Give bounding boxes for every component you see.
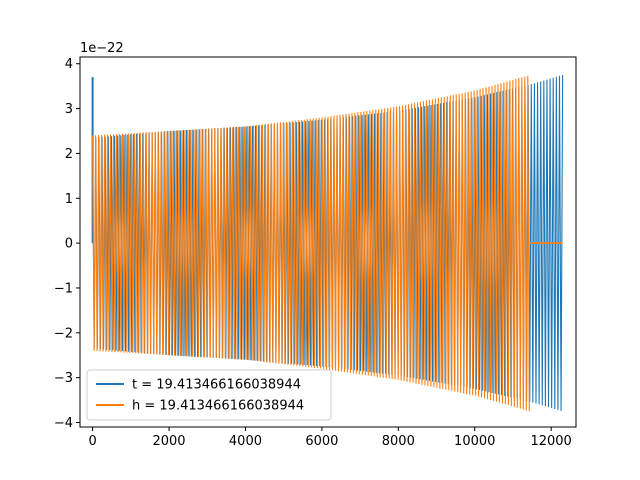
x-axis: 0 2000 4000 6000 8000 10000 12000 bbox=[88, 427, 572, 449]
x-tick-label: 8000 bbox=[382, 434, 415, 449]
legend: t = 19.413466166038944 h = 19.41346616603… bbox=[86, 369, 332, 421]
x-tick-label: 12000 bbox=[530, 434, 571, 449]
x-tick-label: 10000 bbox=[454, 434, 495, 449]
y-offset-label: 1e−22 bbox=[80, 41, 124, 56]
y-tick-label: 0 bbox=[65, 237, 73, 252]
series-line-h bbox=[92, 75, 530, 412]
y-axis: −4 −3 −2 −1 0 1 2 3 4 bbox=[54, 57, 80, 431]
plot-series bbox=[91, 74, 564, 412]
y-tick-label: −4 bbox=[54, 416, 73, 431]
y-tick-label: −2 bbox=[54, 326, 73, 341]
axes-frame bbox=[79, 56, 577, 428]
y-tick-label: 1 bbox=[65, 192, 73, 207]
legend-box bbox=[86, 369, 332, 421]
y-tick-label: −1 bbox=[54, 281, 73, 296]
legend-label: t = 19.413466166038944 bbox=[132, 378, 301, 393]
y-tick-label: 2 bbox=[65, 147, 73, 162]
y-tick-label: 3 bbox=[65, 102, 73, 117]
x-tick-label: 4000 bbox=[229, 434, 262, 449]
y-tick-label: −3 bbox=[54, 371, 73, 386]
legend-label: h = 19.413466166038944 bbox=[132, 399, 304, 414]
x-tick-label: 0 bbox=[88, 434, 96, 449]
y-tick-label: 4 bbox=[65, 57, 73, 72]
x-tick-label: 6000 bbox=[305, 434, 338, 449]
x-tick-label: 2000 bbox=[152, 434, 185, 449]
